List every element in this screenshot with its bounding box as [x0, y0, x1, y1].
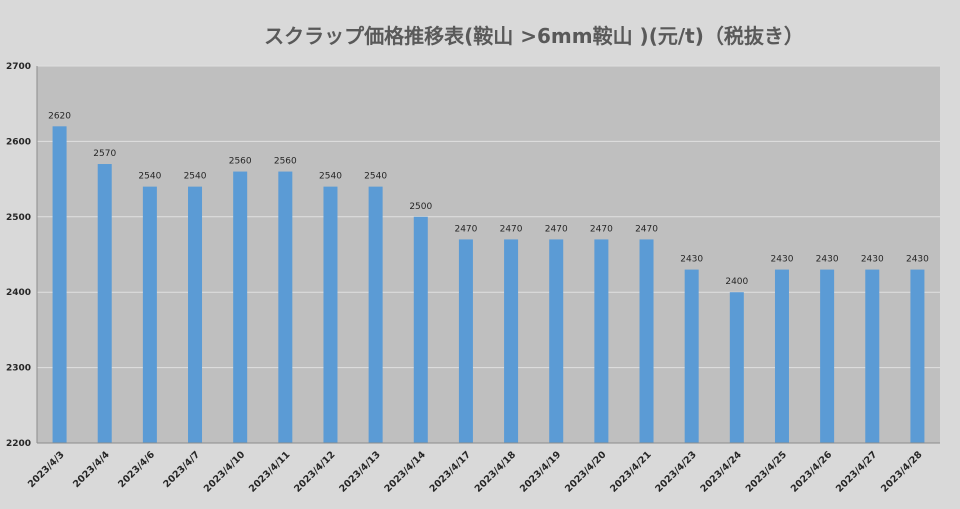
bar	[729, 292, 744, 443]
bar	[97, 164, 112, 443]
chart-title: スクラップ価格推移表(鞍山 >6mm鞍山 )(元/t)（税抜き）	[264, 24, 804, 48]
bar	[413, 216, 428, 443]
y-tick-label: 2700	[6, 62, 31, 72]
bar	[458, 239, 473, 443]
data-label: 2570	[93, 149, 116, 159]
data-label: 2400	[725, 277, 748, 287]
bar	[504, 239, 519, 443]
bar	[639, 239, 654, 443]
y-tick-label: 2200	[6, 439, 31, 449]
bar	[594, 239, 609, 443]
data-label: 2470	[635, 224, 658, 234]
data-label: 2470	[500, 224, 523, 234]
bar	[910, 269, 925, 443]
data-label: 2620	[48, 111, 71, 121]
data-label: 2560	[274, 157, 297, 167]
data-label: 2430	[680, 255, 703, 265]
bar	[278, 171, 293, 443]
data-label: 2430	[861, 255, 884, 265]
y-tick-label: 2600	[6, 137, 31, 147]
data-label: 2540	[364, 172, 387, 182]
data-labels: 2620 2570 2540 2540 2560 2560 2540 2540 2500 2470…	[48, 111, 929, 287]
y-tick-label: 2400	[6, 288, 31, 298]
bar	[684, 269, 699, 443]
bar	[865, 269, 880, 443]
bar	[233, 171, 248, 443]
data-label: 2430	[771, 255, 794, 265]
y-axis: 2200 2300 2400 2500 2600 2700	[6, 62, 38, 449]
data-label: 2430	[906, 255, 929, 265]
bar	[52, 126, 67, 443]
data-label: 2540	[319, 172, 342, 182]
bar	[549, 239, 564, 443]
bars	[52, 126, 925, 443]
bar	[820, 269, 835, 443]
data-label: 2470	[590, 224, 613, 234]
data-label: 2500	[409, 202, 432, 212]
bar	[323, 186, 338, 443]
data-label: 2470	[545, 224, 568, 234]
data-label: 2540	[138, 172, 161, 182]
y-tick-label: 2500	[6, 213, 31, 223]
bar	[188, 186, 203, 443]
gridlines	[37, 65, 940, 369]
bar	[368, 186, 383, 443]
data-label: 2560	[229, 157, 252, 167]
data-label: 2430	[816, 255, 839, 265]
bar	[142, 186, 157, 443]
data-label: 2470	[454, 224, 477, 234]
y-tick-label: 2300	[6, 364, 31, 374]
data-label: 2540	[184, 172, 207, 182]
bar	[774, 269, 789, 443]
plot-area	[37, 66, 940, 443]
